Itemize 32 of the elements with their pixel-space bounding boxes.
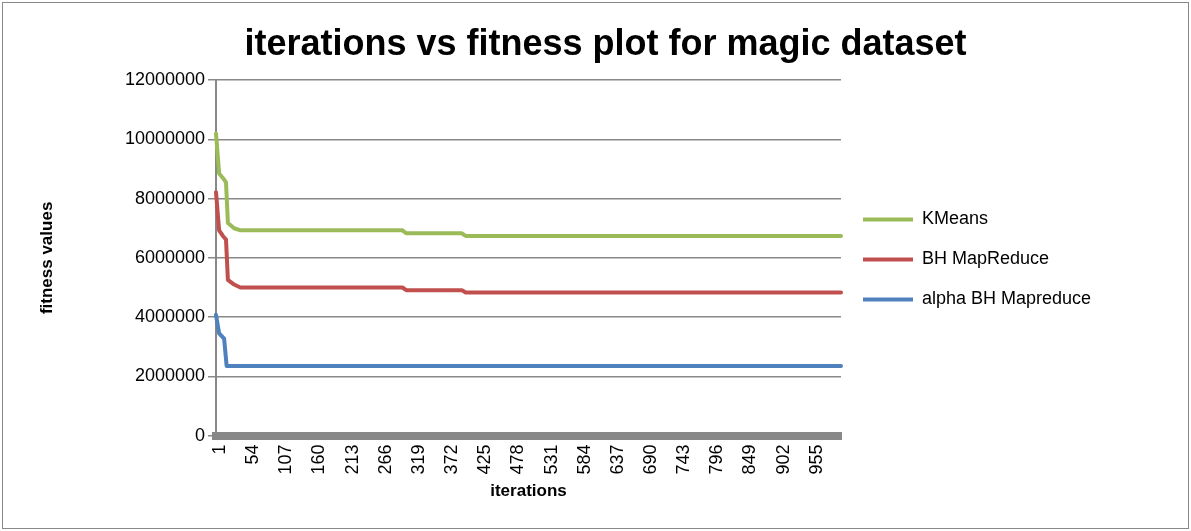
legend-label: alpha BH Mapreduce <box>922 288 1092 309</box>
x-tick-label: 107 <box>275 444 296 475</box>
x-tick-label: 478 <box>507 444 528 475</box>
y-tick-label: 8000000 <box>134 187 205 208</box>
x-tick-label: 584 <box>573 444 594 475</box>
x-tick-label: 213 <box>341 444 362 475</box>
x-tick-label: 796 <box>706 444 727 475</box>
y-tick-label: 6000000 <box>134 246 205 267</box>
x-tick-label: 743 <box>673 444 694 475</box>
chart-title: iterations vs fitness plot for magic dataset <box>244 21 967 63</box>
x-tick-label: 849 <box>739 444 760 475</box>
x-tick-label: 902 <box>772 444 793 475</box>
x-tick-label: 319 <box>407 444 428 475</box>
x-axis-title: iterations <box>490 481 567 501</box>
x-tick-label: 1 <box>208 444 229 455</box>
x-tick-label: 266 <box>374 444 395 475</box>
x-tick-label: 372 <box>441 444 462 475</box>
y-tick-label: 10000000 <box>124 128 205 149</box>
x-tick-label: 425 <box>474 444 495 475</box>
x-tick-label: 637 <box>606 444 627 475</box>
x-tick-label: 690 <box>640 444 661 475</box>
x-tick-label: 955 <box>805 444 826 475</box>
y-tick-label: 0 <box>194 424 205 445</box>
y-tick-label: 4000000 <box>134 306 205 327</box>
legend-label: BH MapReduce <box>922 248 1050 269</box>
legend-label: KMeans <box>922 208 989 229</box>
y-tick-label: 2000000 <box>134 365 205 386</box>
y-tick-label: 12000000 <box>124 69 205 90</box>
x-tick-label: 160 <box>308 444 329 475</box>
y-axis-title: fitness values <box>36 201 56 315</box>
x-tick-label: 531 <box>540 444 561 475</box>
x-tick-label: 54 <box>242 444 263 465</box>
